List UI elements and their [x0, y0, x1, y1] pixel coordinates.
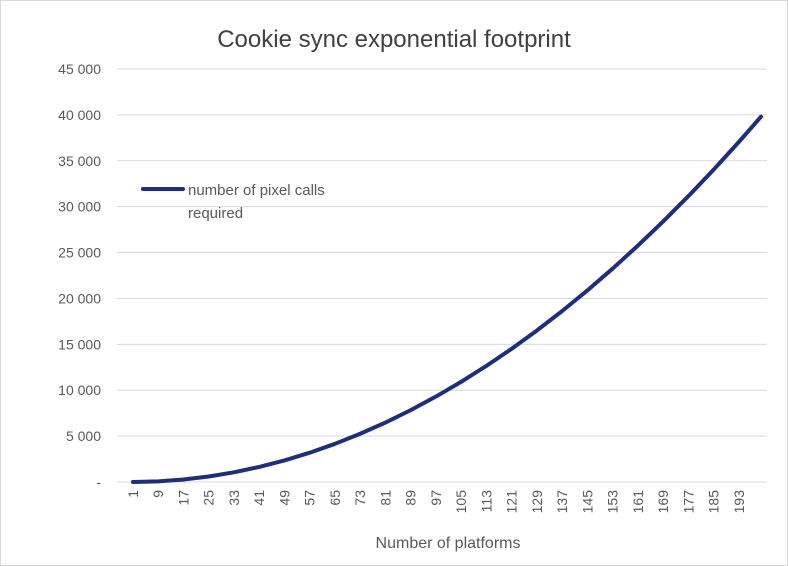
y-tick-label: 25 000	[58, 245, 101, 261]
y-tick-label: 35 000	[58, 153, 101, 169]
y-tick-label: 40 000	[58, 107, 101, 123]
x-tick-label: 9	[150, 490, 166, 498]
x-tick-label: 169	[655, 490, 671, 514]
x-tick-label: 105	[453, 490, 469, 514]
x-tick-label: 145	[579, 490, 595, 514]
series-line	[131, 114, 763, 484]
x-tick-label: 137	[554, 490, 570, 514]
gridlines	[117, 68, 767, 483]
y-tick-label: 45 000	[58, 61, 101, 77]
x-tick-label: 1	[125, 490, 141, 498]
x-tick-label: 57	[302, 490, 318, 506]
x-tick-label: 65	[327, 490, 343, 506]
x-tick-label: 41	[251, 490, 267, 506]
legend-label-line2: required	[188, 205, 243, 222]
x-tick-label: 113	[478, 490, 494, 513]
y-tick-label: 10 000	[58, 382, 101, 398]
legend-label-line1: number of pixel calls	[188, 182, 325, 199]
x-tick-label: 161	[630, 490, 646, 514]
x-tick-label: 121	[504, 490, 520, 514]
chart-title: Cookie sync exponential footprint	[217, 26, 571, 53]
x-tick-label: 177	[680, 490, 696, 514]
x-tick-label: 89	[403, 490, 419, 506]
x-tick-label: 25	[201, 490, 217, 506]
x-tick-label: 49	[276, 490, 292, 506]
y-tick-label: -	[96, 474, 101, 490]
y-tick-label: 15 000	[58, 336, 101, 352]
x-tick-label: 129	[529, 490, 545, 514]
series-lines	[131, 114, 763, 484]
legend: number of pixel calls required	[141, 182, 325, 222]
x-tick-label: 97	[428, 490, 444, 506]
x-tick-label: 33	[226, 490, 242, 506]
x-axis-title: Number of platforms	[376, 535, 521, 552]
y-tick-label: 5 000	[66, 428, 101, 444]
x-tick-label: 73	[352, 490, 368, 506]
x-tick-label: 81	[377, 490, 393, 506]
x-tick-label: 193	[731, 490, 747, 514]
y-tick-label: 30 000	[58, 199, 101, 215]
x-tick-label: 153	[605, 490, 621, 514]
x-tick-label: 17	[175, 490, 191, 506]
x-axis-ticks: 1 9 17 25 33 41 49 57 65 73 81 89 97 105 113 121 129 137 1…	[125, 490, 747, 514]
y-tick-label: 20 000	[58, 290, 101, 306]
x-tick-label: 185	[706, 490, 722, 514]
y-axis-ticks: - 5 000 10 000 15 000 20 000 25 000 30 000 35 0…	[58, 61, 101, 490]
